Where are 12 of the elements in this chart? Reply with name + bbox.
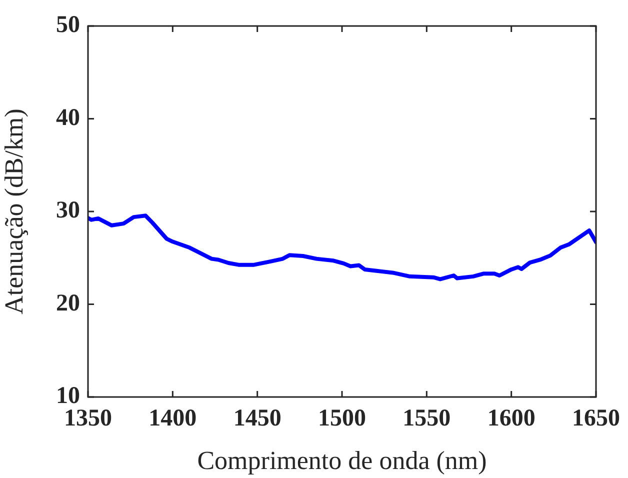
x-tick-label: 1450 [233, 406, 282, 432]
x-tick-label: 1650 [572, 406, 620, 432]
y-tick-label: 50 [56, 12, 80, 38]
x-axis-title: Comprimento de onda (nm) [197, 446, 487, 476]
y-tick-label: 40 [56, 104, 80, 131]
y-axis-title: Atenuação (dB/km) [0, 108, 28, 314]
y-tick-label: 30 [56, 198, 80, 224]
y-tick-label: 20 [56, 290, 80, 316]
x-tick-label: 1550 [402, 406, 451, 432]
x-tick-label: 1600 [487, 406, 536, 432]
x-tick-label: 1400 [148, 406, 197, 432]
x-tick-label: 1500 [318, 406, 366, 432]
